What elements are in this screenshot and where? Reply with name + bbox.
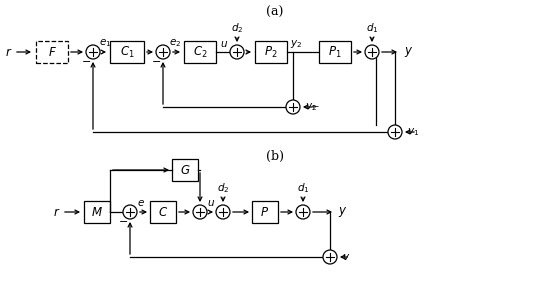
Text: $C$: $C$ [158,205,168,219]
Circle shape [216,205,230,219]
Bar [252,201,278,223]
Text: $\leftarrow$: $\leftarrow$ [310,103,320,111]
Text: $P_2$: $P_2$ [264,44,278,60]
Text: $d_2$: $d_2$ [231,21,243,35]
Circle shape [286,100,300,114]
Circle shape [323,250,337,264]
Bar [36,41,68,63]
Text: $F$: $F$ [47,46,57,58]
Text: $y$: $y$ [338,205,348,219]
Text: $y$: $y$ [404,45,414,59]
Text: $d_2$: $d_2$ [217,181,229,195]
Text: $y_2$: $y_2$ [290,38,302,50]
Bar [255,41,287,63]
Text: $G$: $G$ [180,164,190,176]
Circle shape [86,45,100,59]
Bar [184,41,216,63]
Circle shape [156,45,170,59]
Text: $e$: $e$ [137,198,145,208]
Text: $u$: $u$ [220,39,228,49]
Text: $-$: $-$ [81,55,91,65]
Text: $-$: $-$ [118,215,128,225]
Text: $r$: $r$ [53,205,60,219]
Text: $M$: $M$ [91,205,103,219]
Text: $-$: $-$ [151,55,161,65]
Text: $r$: $r$ [4,46,12,58]
Text: $v_2$: $v_2$ [305,101,317,113]
Text: $e_1$: $e_1$ [99,37,111,49]
Circle shape [296,205,310,219]
Circle shape [123,205,137,219]
Text: $C_2$: $C_2$ [192,44,207,60]
Text: (a): (a) [266,6,284,19]
Text: $v_1$: $v_1$ [407,126,419,138]
Text: (b): (b) [266,150,284,163]
Text: $e_2$: $e_2$ [169,37,181,49]
Text: $P_1$: $P_1$ [328,44,342,60]
Bar [172,159,198,181]
Circle shape [193,205,207,219]
Circle shape [230,45,244,59]
Text: $C_1$: $C_1$ [120,44,134,60]
Text: $P$: $P$ [261,205,270,219]
Bar [319,41,351,63]
Bar [110,41,144,63]
Text: $d_1$: $d_1$ [296,181,309,195]
Bar [150,201,176,223]
Circle shape [365,45,379,59]
Circle shape [388,125,402,139]
Text: $d_1$: $d_1$ [366,21,378,35]
Text: $v$: $v$ [342,252,350,262]
Text: $u$: $u$ [207,198,215,208]
Bar [84,201,110,223]
